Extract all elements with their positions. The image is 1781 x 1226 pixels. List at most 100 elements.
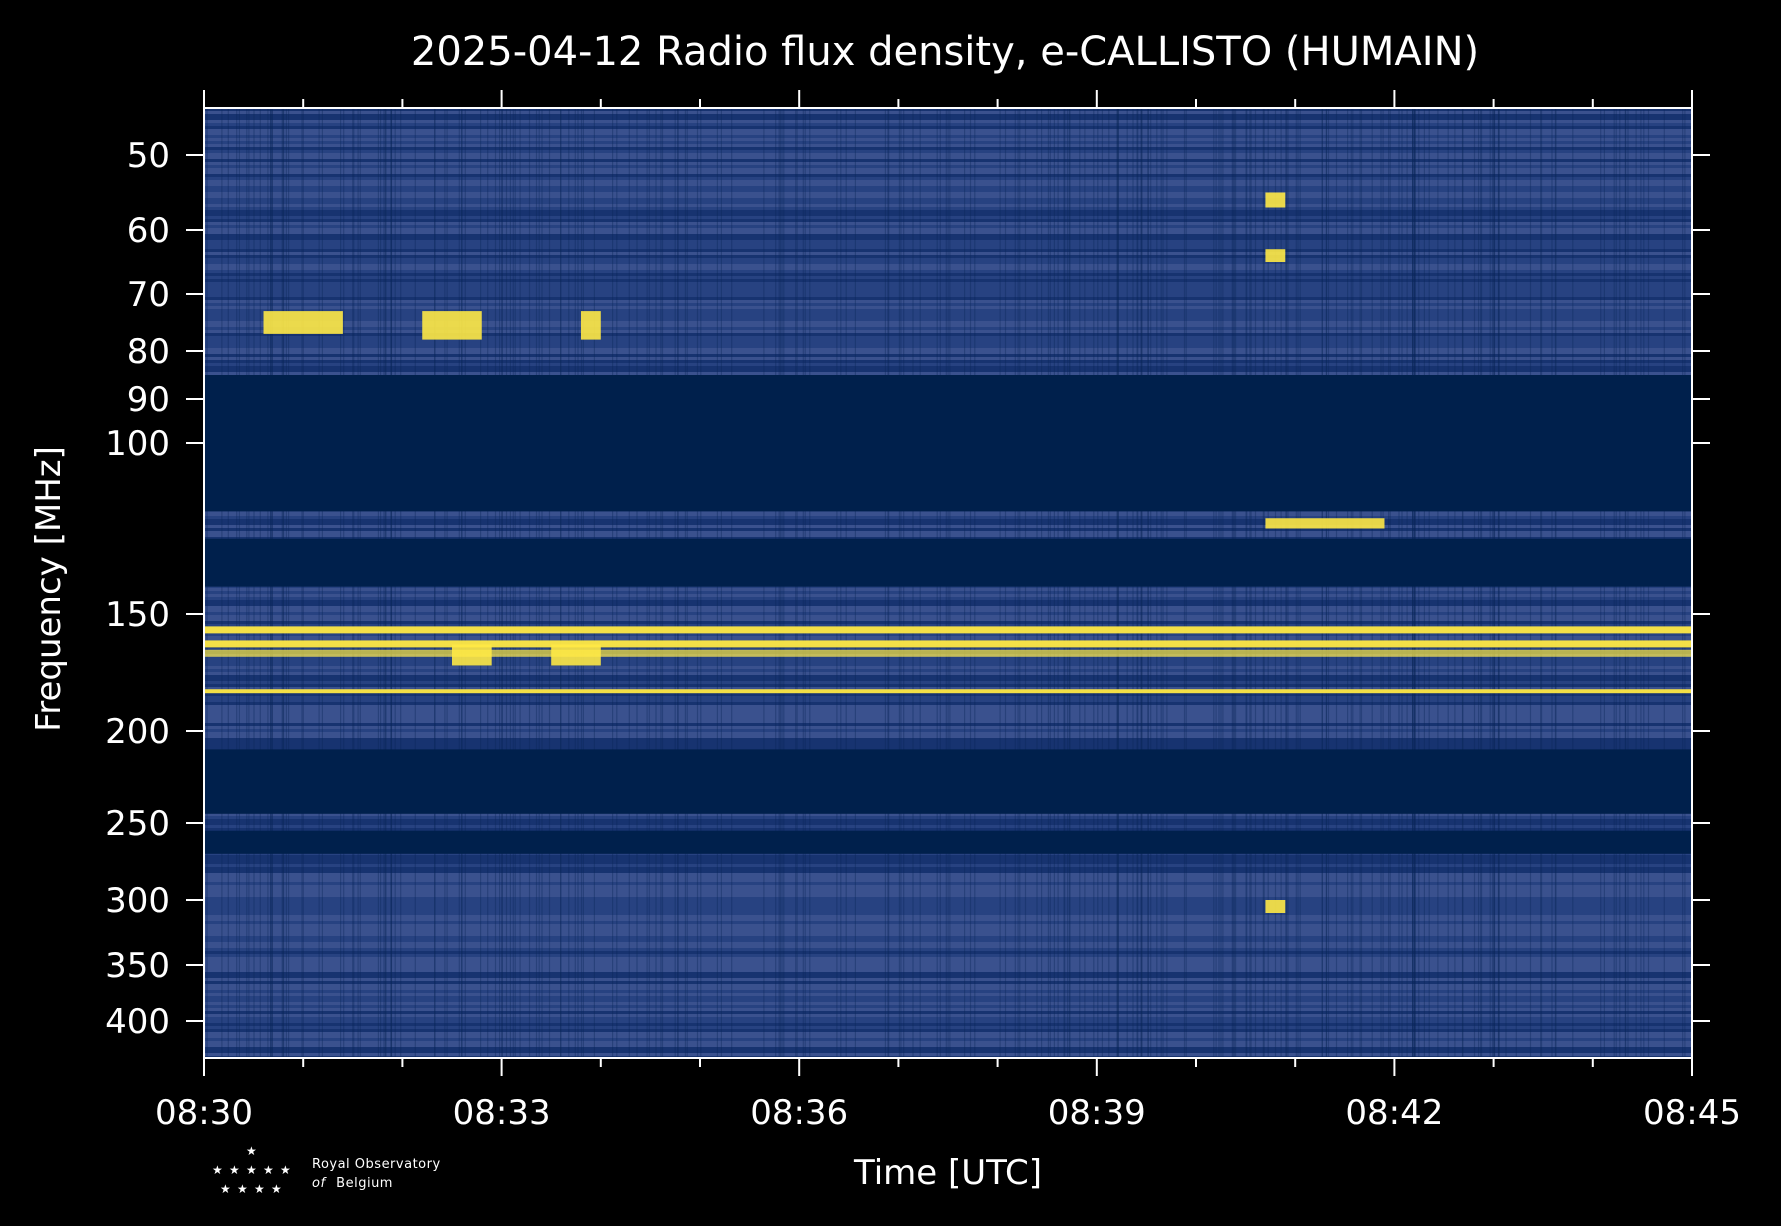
noise-row — [204, 819, 1692, 822]
noise-row — [204, 342, 1692, 345]
noise-row — [204, 171, 1692, 174]
noise-row — [204, 198, 1692, 201]
noise-row — [204, 1020, 1692, 1023]
noise-row — [204, 678, 1692, 681]
noise-row — [204, 708, 1692, 711]
noise-row — [204, 294, 1692, 297]
noise-row — [204, 702, 1692, 705]
y-tick-label: 150 — [105, 595, 170, 635]
noise-row — [204, 729, 1692, 732]
noise-row — [204, 204, 1692, 207]
observatory-logo: ★ ★ ★ ★ ★ ★ ★ ★ ★ ★ Royal Observatory of Belgiu… — [212, 1144, 440, 1196]
noise-row — [204, 123, 1692, 126]
burst — [1265, 518, 1385, 529]
noise-row — [204, 324, 1692, 327]
noise-row — [204, 225, 1692, 228]
svg-text:★: ★ — [220, 1182, 231, 1196]
noise-row — [204, 1008, 1692, 1011]
noise-row — [204, 1029, 1692, 1032]
noise-row — [204, 357, 1692, 360]
noise-row — [204, 912, 1692, 915]
plot-frame — [203, 107, 1693, 1059]
burst — [1265, 249, 1286, 262]
noise-row — [204, 216, 1692, 219]
noise-row — [204, 939, 1692, 942]
noise-row — [204, 303, 1692, 306]
svg-text:★: ★ — [212, 1163, 223, 1177]
noise-row — [204, 984, 1692, 987]
burst — [263, 311, 343, 334]
x-tick-label: 08:42 — [1345, 1093, 1443, 1133]
noise-row — [204, 318, 1692, 321]
noise-row — [204, 1014, 1692, 1017]
noise-row — [204, 906, 1692, 909]
noise-row — [204, 339, 1692, 342]
blank-band — [204, 375, 1692, 512]
noise-row — [204, 954, 1692, 957]
noise-row — [204, 987, 1692, 990]
noise-row — [204, 354, 1692, 357]
noise-row — [204, 648, 1692, 651]
noise-row — [204, 117, 1692, 120]
noise-row — [204, 591, 1692, 594]
svg-text:★: ★ — [237, 1182, 248, 1196]
noise-row — [204, 114, 1692, 117]
blank-band — [204, 830, 1692, 854]
noise-row — [204, 120, 1692, 123]
noise-row — [204, 633, 1692, 636]
y-tick-label: 350 — [105, 946, 170, 986]
noise-row — [204, 963, 1692, 966]
y-tick-label: 400 — [105, 1002, 170, 1042]
noise-row — [204, 951, 1692, 954]
noise-row — [204, 738, 1692, 741]
noise-row — [204, 330, 1692, 333]
noise-row — [204, 957, 1692, 960]
noise-row — [204, 1002, 1692, 1005]
noise-row — [204, 222, 1692, 225]
noise-row — [204, 684, 1692, 687]
noise-row — [204, 936, 1692, 939]
noise-row — [204, 996, 1692, 999]
noise-row — [204, 285, 1692, 288]
noise-row — [204, 165, 1692, 168]
y-tick-label: 50 — [127, 136, 170, 176]
burst — [1265, 192, 1286, 208]
noise-row — [204, 207, 1692, 210]
emission-line — [204, 689, 1692, 694]
noise-row — [204, 360, 1692, 363]
noise-row — [204, 1038, 1692, 1041]
noise-row — [204, 333, 1692, 336]
noise-row — [204, 699, 1692, 702]
noise-row — [204, 249, 1692, 252]
noise-row — [204, 1011, 1692, 1014]
noise-row — [204, 288, 1692, 291]
noise-row — [204, 942, 1692, 945]
noise-row — [204, 1044, 1692, 1047]
x-tick-label: 08:36 — [750, 1093, 848, 1133]
noise-row — [204, 210, 1692, 213]
svg-text:★: ★ — [254, 1182, 265, 1196]
noise-row — [204, 885, 1692, 888]
noise-row — [204, 732, 1692, 735]
noise-row — [204, 822, 1692, 825]
noise-row — [204, 240, 1692, 243]
noise-row — [204, 828, 1692, 831]
noise-row — [204, 714, 1692, 717]
noise-row — [204, 1023, 1692, 1026]
noise-row — [204, 177, 1692, 180]
noise-row — [204, 747, 1692, 750]
noise-row — [204, 228, 1692, 231]
noise-row — [204, 966, 1692, 969]
noise-row — [204, 258, 1692, 261]
noise-row — [204, 711, 1692, 714]
y-tick-label: 70 — [127, 275, 170, 315]
noise-row — [204, 918, 1692, 921]
noise-row — [204, 663, 1692, 666]
noise-row — [204, 195, 1692, 198]
y-tick-label: 60 — [127, 211, 170, 251]
noise-row — [204, 312, 1692, 315]
noise-row — [204, 234, 1692, 237]
noise-row — [204, 1050, 1692, 1053]
burst — [1265, 900, 1286, 913]
